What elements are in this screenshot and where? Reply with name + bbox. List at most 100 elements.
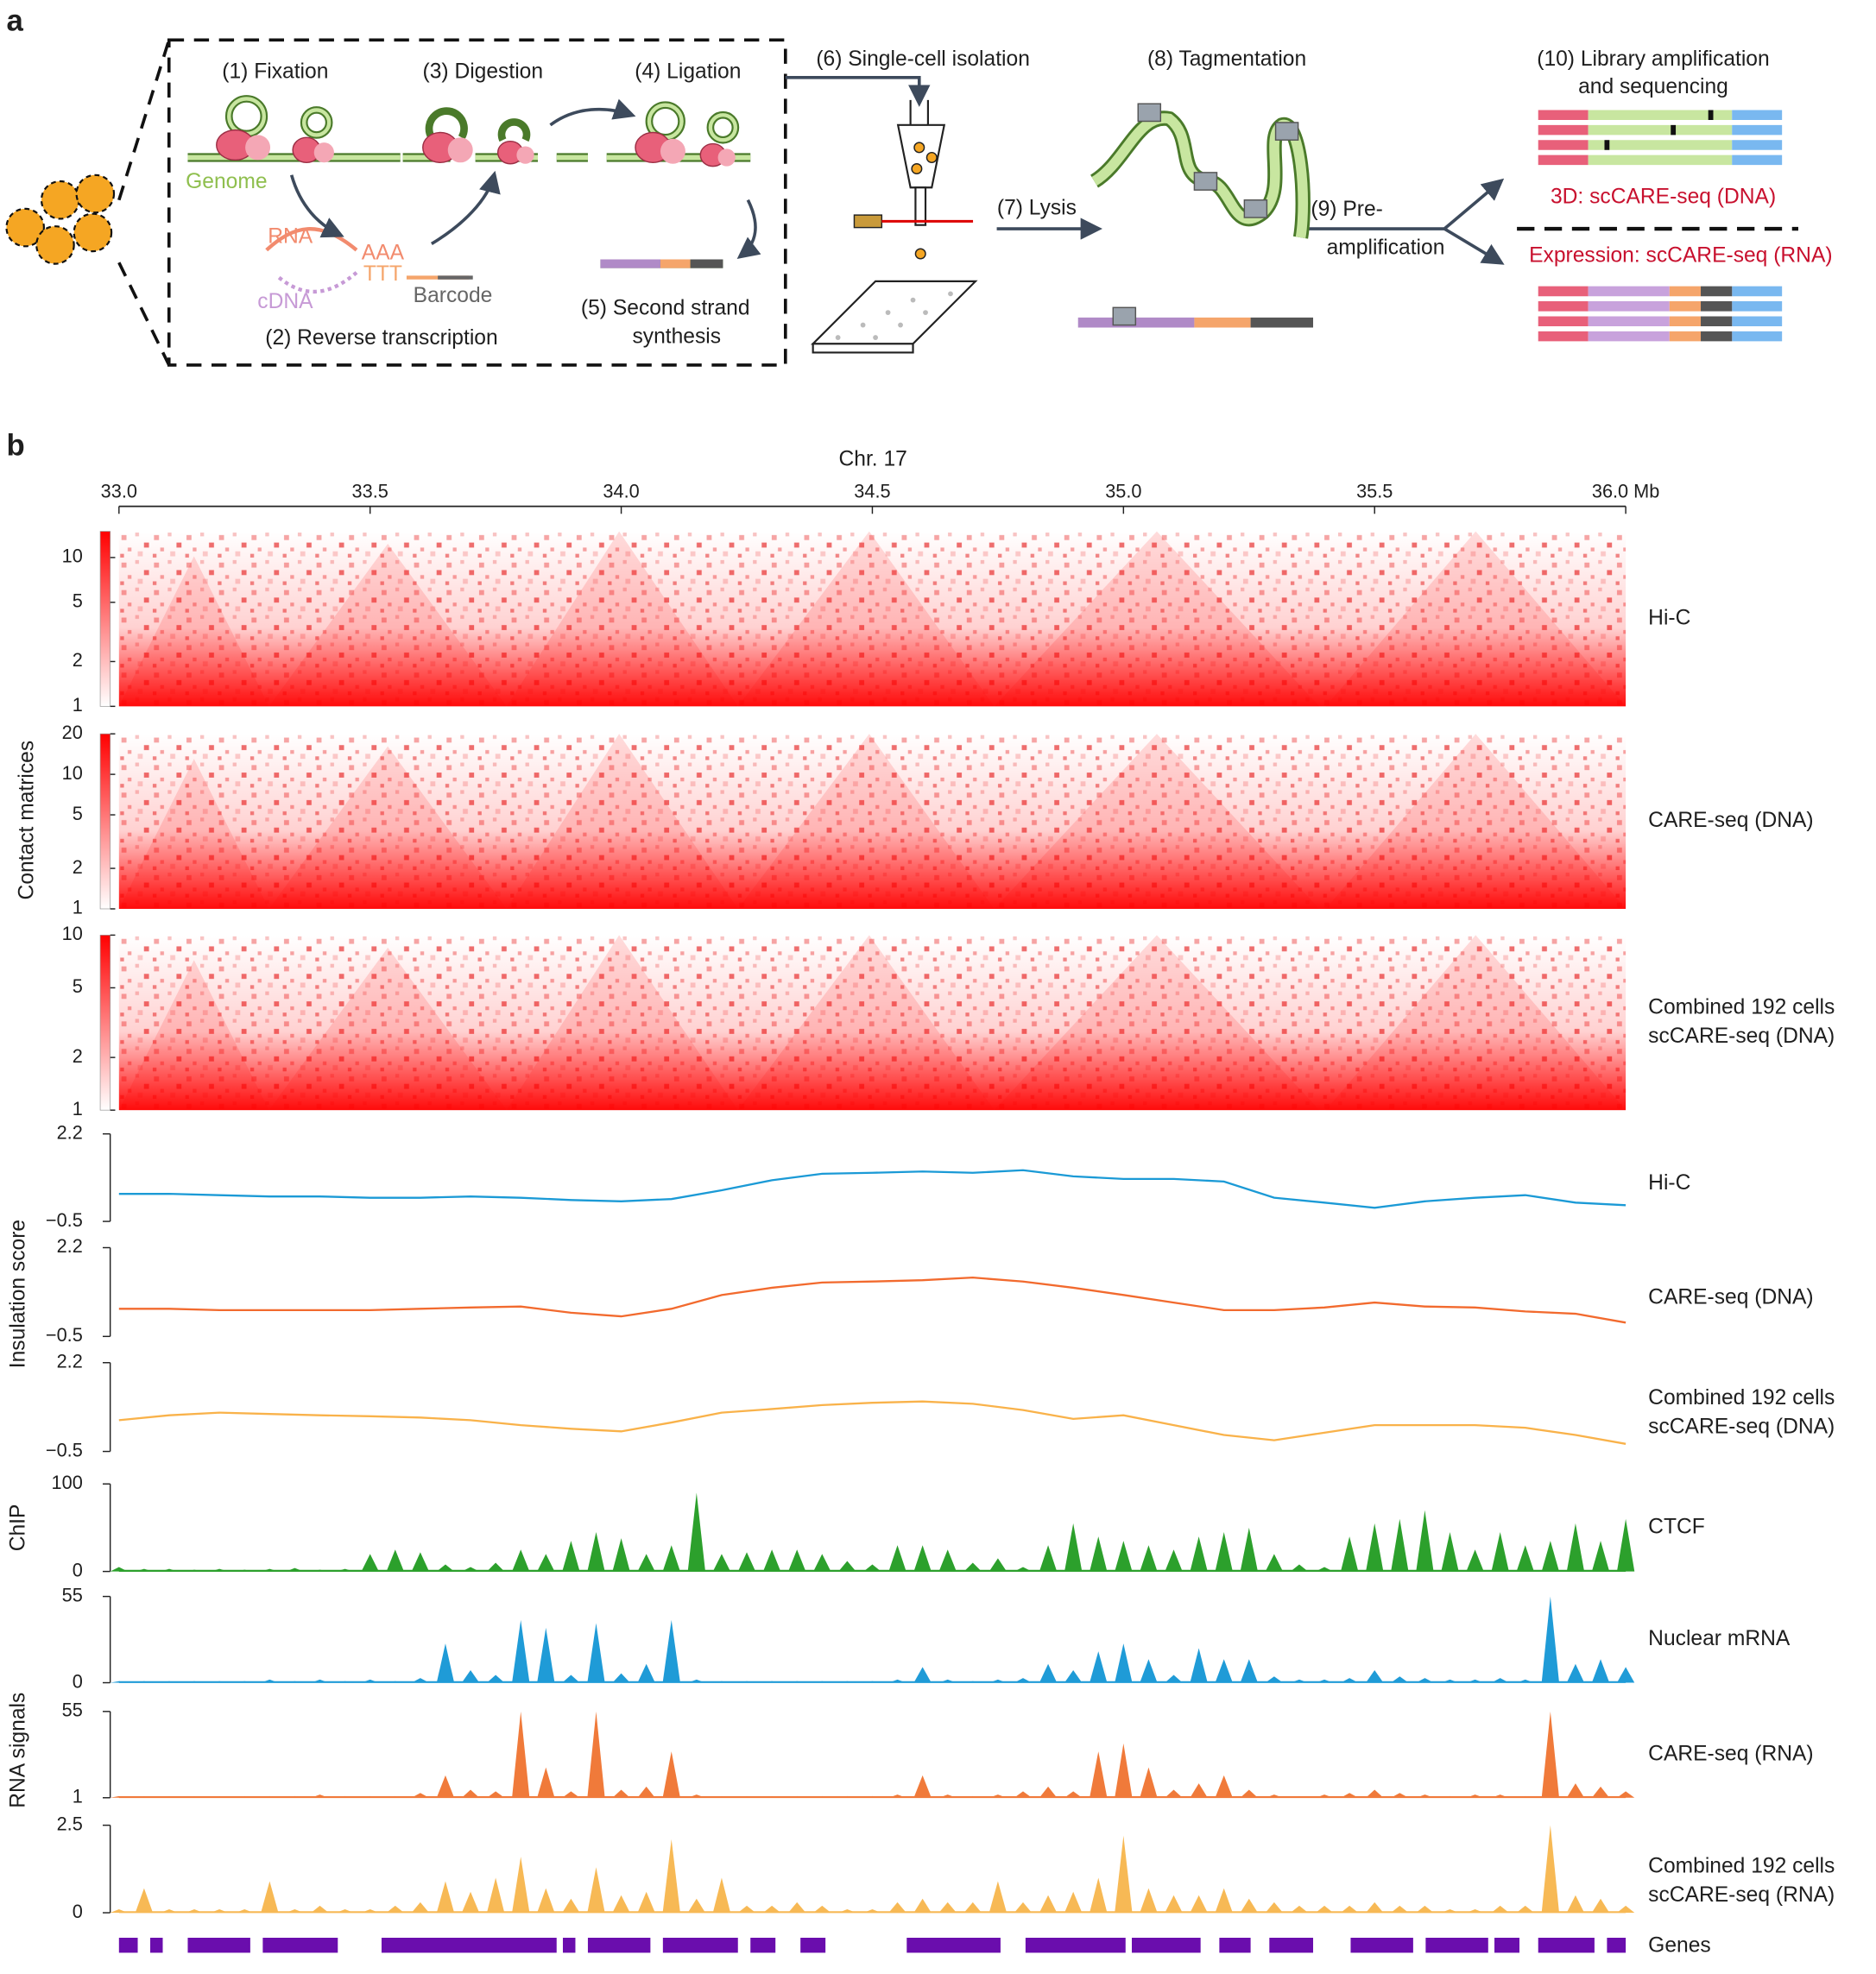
signal-peak [1215, 1775, 1233, 1798]
signal-peak [989, 1679, 1007, 1683]
colorbar-tick-label: 1 [73, 694, 83, 716]
signal-peak [662, 1545, 680, 1572]
step-label: synthesis [632, 325, 721, 349]
signal-peak [1591, 1541, 1610, 1572]
step-label: and sequencing [1578, 75, 1728, 98]
signal-peak [1416, 1678, 1434, 1683]
signal-peak [211, 1908, 229, 1914]
signal-peak [135, 1888, 154, 1914]
signal-peak [1039, 1895, 1058, 1914]
signal-peak [436, 1775, 455, 1798]
signal-peak [612, 1673, 630, 1683]
signal-peak [1616, 1791, 1635, 1798]
signal-peak [1391, 1905, 1409, 1914]
signal-peak [938, 1794, 957, 1798]
signal-peak [1190, 1536, 1208, 1572]
x-tick-label: 33.5 [352, 480, 388, 501]
signal-peak [286, 1567, 304, 1572]
signal-peak [1591, 1898, 1610, 1914]
signal-peak [1265, 1676, 1284, 1683]
polya-label: AAA [362, 242, 405, 265]
signal-peak [1566, 1523, 1585, 1572]
colorbar-tick-label: 5 [73, 590, 83, 612]
colorbar-tick-label: 5 [73, 975, 83, 997]
signal-peak [436, 1881, 455, 1914]
signal-peak [211, 1568, 229, 1572]
signal-peak [687, 1794, 705, 1798]
heatmap [118, 734, 1626, 909]
signal-peak [361, 1795, 379, 1798]
y-tick-label: 1 [73, 1786, 83, 1807]
signal-peak [386, 1681, 404, 1683]
track-label: scCARE-seq (RNA) [1648, 1883, 1835, 1907]
colorbar-tick-label: 10 [62, 546, 83, 567]
signal-peak [562, 1674, 580, 1683]
signal-peak [938, 1901, 957, 1914]
signal-peak [1366, 1669, 1384, 1683]
group-label: Contact matrices [16, 741, 39, 900]
signal-peak [461, 1891, 480, 1914]
signal-peak [1215, 1659, 1233, 1683]
signal-peak [888, 1901, 906, 1914]
signal-peak [913, 1667, 932, 1683]
signal-peak [562, 1541, 580, 1572]
insulation-line [118, 1169, 1626, 1209]
signal-peak [1165, 1789, 1183, 1798]
signal-peak [587, 1623, 605, 1683]
signal-peak [989, 1881, 1007, 1914]
signal-peak [863, 1681, 881, 1683]
signal-peak [1491, 1531, 1509, 1572]
signal-peak [236, 1681, 254, 1683]
y-tick-label: −0.5 [46, 1439, 83, 1460]
signal-peak [1039, 1545, 1058, 1572]
signal-peak [311, 1794, 329, 1798]
signal-peak [336, 1568, 354, 1572]
signal-peak [361, 1679, 379, 1683]
signal-peak [1616, 1905, 1635, 1914]
signal-peak [1265, 1901, 1284, 1914]
signal-peak [1265, 1554, 1284, 1572]
signal-peak [236, 1908, 254, 1914]
signal-peak [612, 1538, 630, 1572]
gene-track [118, 1937, 1626, 1953]
track-label: Genes [1648, 1934, 1711, 1958]
track-label: Nuclear mRNA [1648, 1627, 1791, 1650]
signal-peak [336, 1908, 354, 1914]
step-label: (9) Pre- [1311, 198, 1382, 221]
signal-peak [1466, 1908, 1484, 1914]
signal-peak [411, 1901, 430, 1914]
signal-peak [1215, 1531, 1233, 1572]
signal-peak [386, 1795, 404, 1798]
signal-peak [537, 1888, 555, 1914]
signal-peak [1090, 1536, 1108, 1572]
signal-peak [662, 1838, 680, 1914]
signal-peak [1391, 1793, 1409, 1798]
output-label: Expression: scCARE-seq (RNA) [1529, 243, 1832, 267]
signal-peak [1616, 1518, 1635, 1572]
heatmap [118, 935, 1626, 1111]
y-tick-label: 55 [62, 1584, 83, 1605]
signal-peak [612, 1895, 630, 1914]
signal-peak [888, 1794, 906, 1798]
signal-peak [838, 1681, 856, 1683]
signal-peak [461, 1669, 480, 1683]
track-label: Combined 192 cells [1648, 1386, 1835, 1410]
signal-peak [1541, 1825, 1559, 1914]
y-tick-label: −0.5 [46, 1324, 83, 1346]
signal-peak [637, 1663, 655, 1683]
signal-peak [1566, 1895, 1585, 1914]
signal-peak [160, 1908, 179, 1914]
signal-peak [562, 1791, 580, 1798]
signal-peak [261, 1795, 279, 1798]
signal-peak [311, 1905, 329, 1914]
signal-peak [211, 1795, 229, 1798]
signal-peak [662, 1619, 680, 1683]
signal-peak [1391, 1518, 1409, 1572]
signal-peak [1039, 1663, 1058, 1683]
signal-peak [286, 1795, 304, 1798]
colorbar-tick-label: 20 [62, 722, 83, 743]
x-tick-label: 34.0 [603, 480, 639, 501]
y-tick-label: 0 [73, 1670, 83, 1692]
signal-peak [1416, 1794, 1434, 1798]
signal-peak [963, 1795, 982, 1798]
